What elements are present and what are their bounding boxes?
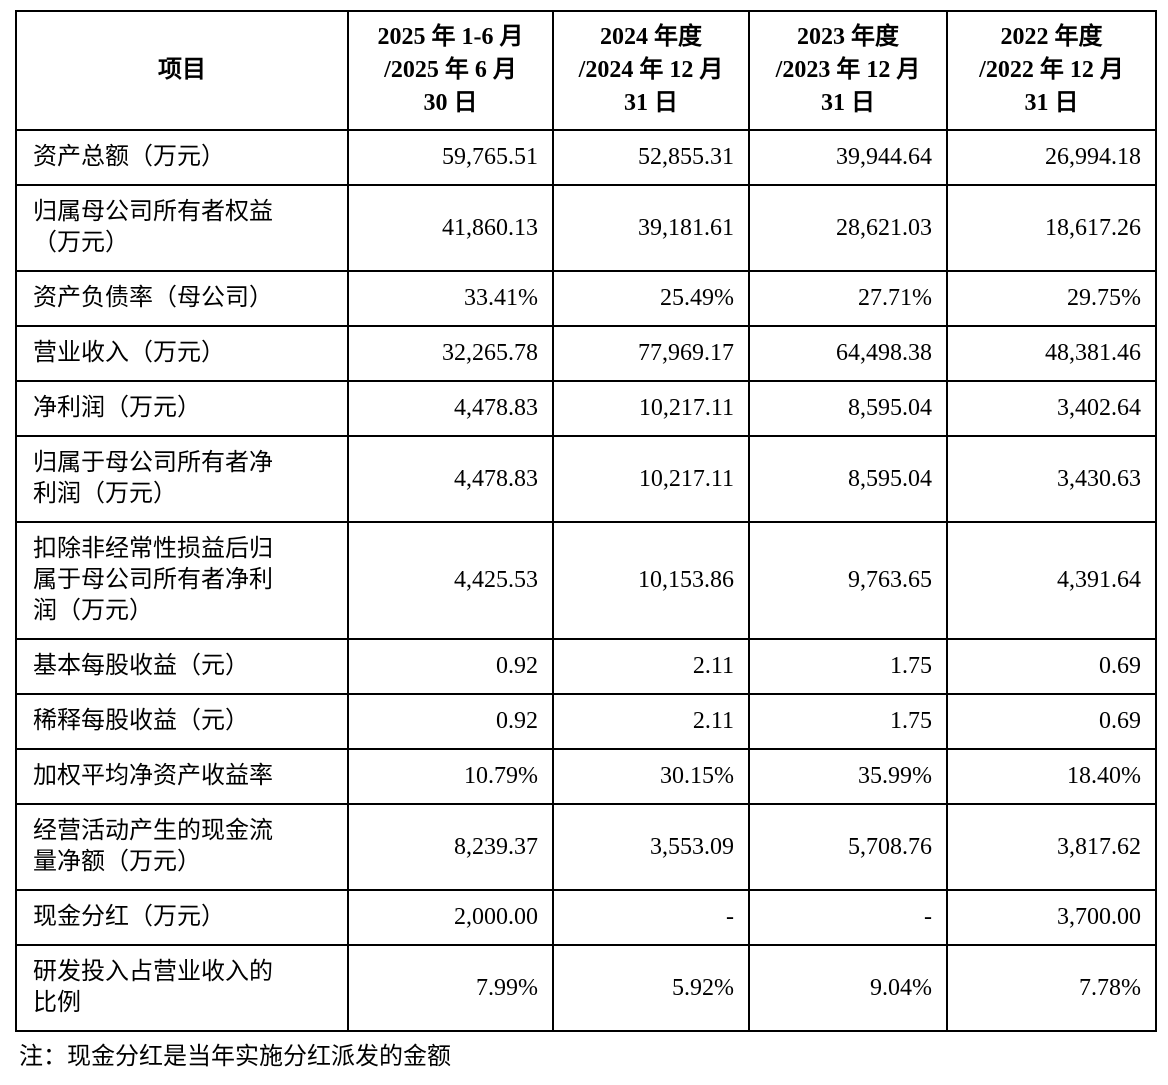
cell-value: 77,969.17 <box>552 325 750 382</box>
footnote: 注：现金分红是当年实施分红派发的金额 <box>19 1044 451 1070</box>
cell-value: 0.92 <box>347 638 554 695</box>
cell-value: 18,617.26 <box>946 184 1157 272</box>
cell-value: 10,217.11 <box>552 380 750 437</box>
cell-value: 8,595.04 <box>748 380 948 437</box>
row-label: 资产负债率（母公司） <box>15 270 349 327</box>
row-label: 扣除非经常性损益后归 属于母公司所有者净利 润（万元） <box>15 521 349 640</box>
cell-value: 3,700.00 <box>946 889 1157 946</box>
table-row: 净利润（万元） 4,478.83 10,217.11 8,595.04 3,402.64 <box>15 380 1157 437</box>
table-row: 经营活动产生的现金流 量净额（万元） 8,239.37 3,553.09 5,708.… <box>15 803 1157 891</box>
cell-value: 64,498.38 <box>748 325 948 382</box>
cell-value: 30.15% <box>552 748 750 805</box>
cell-value: 8,239.37 <box>347 803 554 891</box>
header-cell-2024: 2024 年度 /2024 年 12 月 31 日 <box>552 10 750 131</box>
cell-value: 18.40% <box>946 748 1157 805</box>
cell-value: 3,430.63 <box>946 435 1157 523</box>
table-body: 资产总额（万元） 59,765.51 52,855.31 39,944.64 26,99… <box>15 129 1157 1032</box>
cell-value: 59,765.51 <box>347 129 554 186</box>
cell-value: 4,478.83 <box>347 380 554 437</box>
cell-value: 10,217.11 <box>552 435 750 523</box>
cell-value: 33.41% <box>347 270 554 327</box>
cell-value: 4,478.83 <box>347 435 554 523</box>
header-cell-2025: 2025 年 1-6 月 /2025 年 6 月 30 日 <box>347 10 554 131</box>
cell-value: 5,708.76 <box>748 803 948 891</box>
table-row: 归属于母公司所有者净 利润（万元） 4,478.83 10,217.11 8,595.… <box>15 435 1157 523</box>
cell-value: 7.78% <box>946 944 1157 1032</box>
table-row: 加权平均净资产收益率 10.79% 30.15% 35.99% 18.40% <box>15 748 1157 805</box>
row-label: 现金分红（万元） <box>15 889 349 946</box>
table-row: 营业收入（万元） 32,265.78 77,969.17 64,498.38 48,38… <box>15 325 1157 382</box>
cell-value: 2.11 <box>552 693 750 750</box>
cell-value: - <box>748 889 948 946</box>
cell-value: 1.75 <box>748 638 948 695</box>
cell-value: 0.92 <box>347 693 554 750</box>
cell-value: 2,000.00 <box>347 889 554 946</box>
header-cell-item: 项目 <box>15 10 349 131</box>
cell-value: 1.75 <box>748 693 948 750</box>
cell-value: 41,860.13 <box>347 184 554 272</box>
cell-value: 48,381.46 <box>946 325 1157 382</box>
cell-value: 35.99% <box>748 748 948 805</box>
cell-value: 52,855.31 <box>552 129 750 186</box>
row-label: 基本每股收益（元） <box>15 638 349 695</box>
cell-value: 8,595.04 <box>748 435 948 523</box>
cell-value: 7.99% <box>347 944 554 1032</box>
cell-value: 4,425.53 <box>347 521 554 640</box>
header-row: 项目 2025 年 1-6 月 /2025 年 6 月 30 日 2024 年度… <box>15 10 1157 131</box>
cell-value: 10,153.86 <box>552 521 750 640</box>
table-row: 基本每股收益（元） 0.92 2.11 1.75 0.69 <box>15 638 1157 695</box>
cell-value: 39,181.61 <box>552 184 750 272</box>
table-row: 研发投入占营业收入的 比例 7.99% 5.92% 9.04% 7.78% <box>15 944 1157 1032</box>
cell-value: 3,817.62 <box>946 803 1157 891</box>
row-label: 净利润（万元） <box>15 380 349 437</box>
cell-value: 4,391.64 <box>946 521 1157 640</box>
cell-value: 10.79% <box>347 748 554 805</box>
cell-value: 32,265.78 <box>347 325 554 382</box>
cell-value: 0.69 <box>946 638 1157 695</box>
header-cell-2022: 2022 年度 /2022 年 12 月 31 日 <box>946 10 1157 131</box>
cell-value: 3,402.64 <box>946 380 1157 437</box>
cell-value: 26,994.18 <box>946 129 1157 186</box>
row-label: 研发投入占营业收入的 比例 <box>15 944 349 1032</box>
cell-value: - <box>552 889 750 946</box>
table-row: 资产负债率（母公司） 33.41% 25.49% 27.71% 29.75% <box>15 270 1157 327</box>
cell-value: 25.49% <box>552 270 750 327</box>
table-row: 归属母公司所有者权益 （万元） 41,860.13 39,181.61 28,621.… <box>15 184 1157 272</box>
cell-value: 3,553.09 <box>552 803 750 891</box>
row-label: 加权平均净资产收益率 <box>15 748 349 805</box>
cell-value: 28,621.03 <box>748 184 948 272</box>
row-label: 营业收入（万元） <box>15 325 349 382</box>
table-row: 稀释每股收益（元） 0.92 2.11 1.75 0.69 <box>15 693 1157 750</box>
cell-value: 39,944.64 <box>748 129 948 186</box>
table-row: 现金分红（万元） 2,000.00- -3,700.00 <box>15 889 1157 946</box>
table-row: 扣除非经常性损益后归 属于母公司所有者净利 润（万元） 4,425.53 10,15… <box>15 521 1157 640</box>
row-label: 稀释每股收益（元） <box>15 693 349 750</box>
row-label: 资产总额（万元） <box>15 129 349 186</box>
row-label: 归属于母公司所有者净 利润（万元） <box>15 435 349 523</box>
financial-summary-table: 项目 2025 年 1-6 月 /2025 年 6 月 30 日 2024 年度… <box>15 10 1157 1032</box>
cell-value: 9.04% <box>748 944 948 1032</box>
header-cell-2023: 2023 年度 /2023 年 12 月 31 日 <box>748 10 948 131</box>
row-label: 经营活动产生的现金流 量净额（万元） <box>15 803 349 891</box>
cell-value: 0.69 <box>946 693 1157 750</box>
cell-value: 29.75% <box>946 270 1157 327</box>
table-row: 资产总额（万元） 59,765.51 52,855.31 39,944.64 26,99… <box>15 129 1157 186</box>
cell-value: 2.11 <box>552 638 750 695</box>
row-label: 归属母公司所有者权益 （万元） <box>15 184 349 272</box>
cell-value: 5.92% <box>552 944 750 1032</box>
cell-value: 27.71% <box>748 270 948 327</box>
cell-value: 9,763.65 <box>748 521 948 640</box>
